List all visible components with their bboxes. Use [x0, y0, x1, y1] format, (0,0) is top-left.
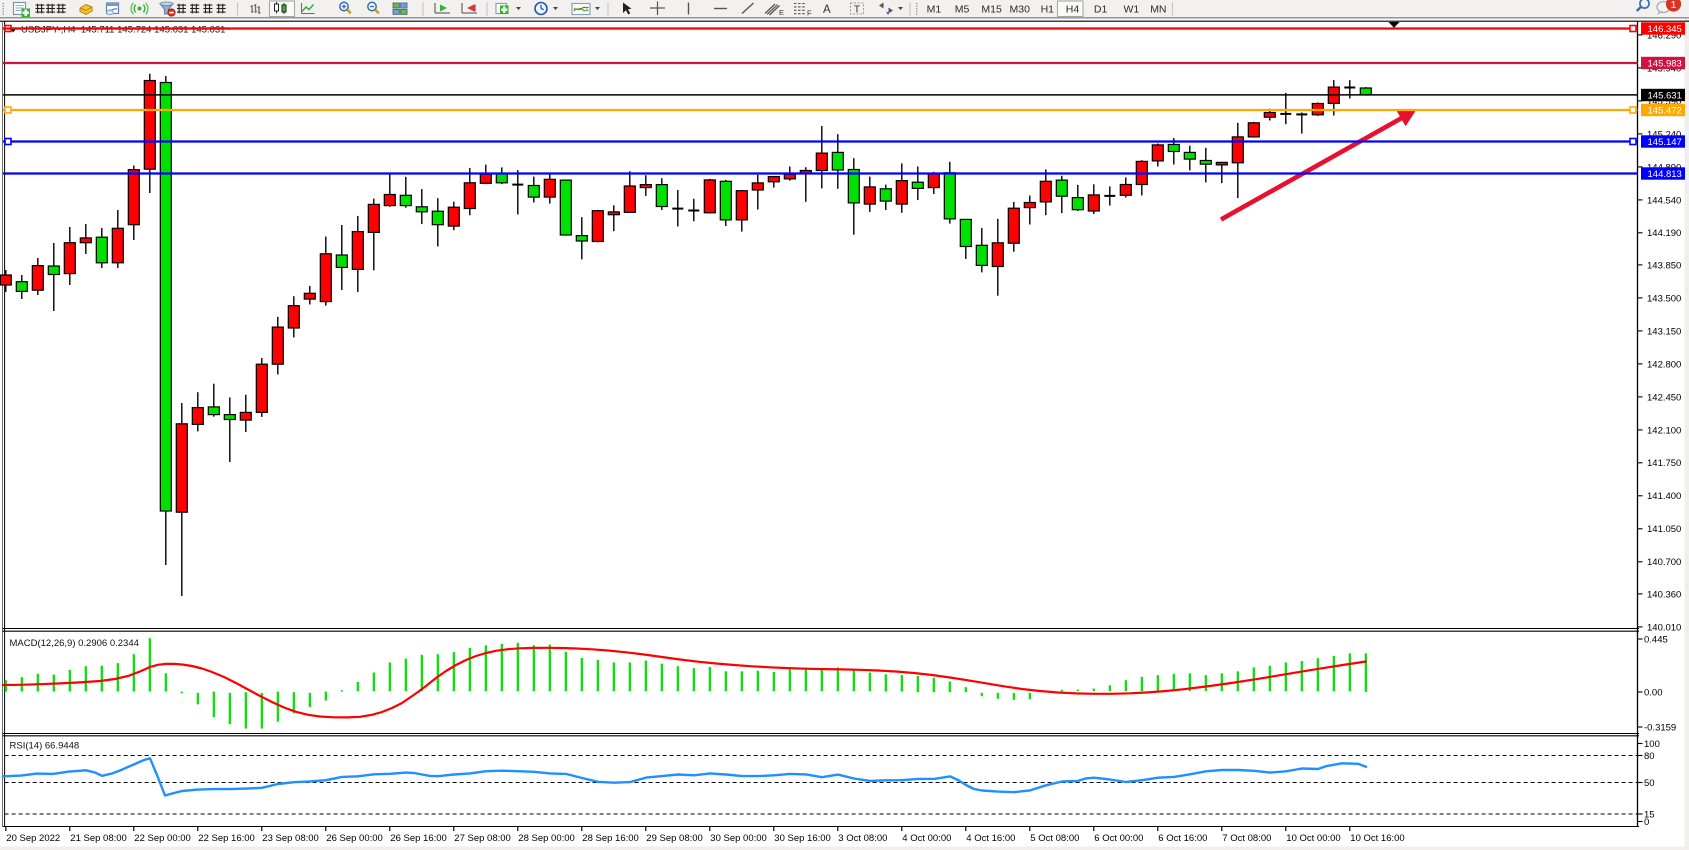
svg-text:144.813: 144.813 [1648, 169, 1682, 180]
svg-text:27 Sep 08:00: 27 Sep 08:00 [454, 833, 511, 844]
svg-text:6 Oct 16:00: 6 Oct 16:00 [1158, 833, 1207, 844]
svg-text:MN: MN [1150, 3, 1166, 15]
svg-text:144.190: 144.190 [1647, 228, 1681, 239]
svg-text:T: T [854, 4, 861, 16]
svg-text:145.631: 145.631 [1648, 91, 1682, 102]
svg-text:28 Sep 00:00: 28 Sep 00:00 [518, 833, 575, 844]
svg-text:22 Sep 16:00: 22 Sep 16:00 [198, 833, 255, 844]
svg-text:144.540: 144.540 [1647, 195, 1681, 206]
svg-text:141.050: 141.050 [1647, 524, 1681, 535]
svg-text:M5: M5 [955, 3, 970, 15]
svg-text:100: 100 [1644, 739, 1660, 750]
svg-text:RSI(14) 66.9448: RSI(14) 66.9448 [10, 741, 80, 752]
svg-text:MACD(12,26,9) 0.2906 0.2344: MACD(12,26,9) 0.2906 0.2344 [10, 638, 139, 649]
svg-text:50: 50 [1644, 778, 1655, 789]
svg-text:143.500: 143.500 [1647, 293, 1681, 304]
svg-text:146.290: 146.290 [1647, 30, 1681, 41]
svg-text:E: E [779, 8, 784, 17]
svg-text:142.100: 142.100 [1647, 425, 1681, 436]
svg-text:0: 0 [1644, 817, 1649, 828]
svg-text:1: 1 [1671, 0, 1677, 11]
svg-text:H4: H4 [1066, 3, 1080, 15]
svg-text:30 Sep 16:00: 30 Sep 16:00 [774, 833, 831, 844]
svg-text:145.983: 145.983 [1648, 59, 1682, 70]
svg-text:143.150: 143.150 [1647, 326, 1681, 337]
svg-text:-0.3159: -0.3159 [1644, 722, 1676, 733]
svg-text:10 Oct 00:00: 10 Oct 00:00 [1286, 833, 1340, 844]
svg-text:W1: W1 [1124, 3, 1140, 15]
svg-text:143.850: 143.850 [1647, 260, 1681, 271]
svg-text:F: F [807, 9, 812, 18]
svg-text:26 Sep 16:00: 26 Sep 16:00 [390, 833, 447, 844]
svg-text:140.010: 140.010 [1647, 622, 1681, 633]
svg-text:28 Sep 16:00: 28 Sep 16:00 [582, 833, 639, 844]
svg-text:142.450: 142.450 [1647, 392, 1681, 403]
svg-text:3 Oct 08:00: 3 Oct 08:00 [838, 833, 887, 844]
svg-text:22 Sep 00:00: 22 Sep 00:00 [134, 833, 191, 844]
svg-text:7 Oct 08:00: 7 Oct 08:00 [1222, 833, 1271, 844]
svg-text:4 Oct 16:00: 4 Oct 16:00 [966, 833, 1015, 844]
svg-text:141.750: 141.750 [1647, 458, 1681, 469]
svg-text:142.800: 142.800 [1647, 359, 1681, 370]
svg-text:23 Sep 08:00: 23 Sep 08:00 [262, 833, 319, 844]
svg-text:M30: M30 [1010, 3, 1031, 15]
svg-text:4 Oct 00:00: 4 Oct 00:00 [902, 833, 951, 844]
svg-text:0.445: 0.445 [1644, 634, 1668, 645]
svg-text:145.240: 145.240 [1647, 129, 1681, 140]
svg-text:145.147: 145.147 [1648, 137, 1682, 148]
svg-text:M1: M1 [927, 3, 942, 15]
svg-text:29 Sep 08:00: 29 Sep 08:00 [646, 833, 703, 844]
svg-text:140.700: 140.700 [1647, 557, 1681, 568]
svg-text:5 Oct 08:00: 5 Oct 08:00 [1030, 833, 1079, 844]
svg-text:21 Sep 08:00: 21 Sep 08:00 [70, 833, 127, 844]
svg-text:0.00: 0.00 [1644, 687, 1663, 698]
svg-text:80: 80 [1644, 751, 1655, 762]
svg-text:A: A [823, 4, 831, 16]
svg-text:H1: H1 [1041, 3, 1055, 15]
svg-text:26 Sep 00:00: 26 Sep 00:00 [326, 833, 383, 844]
svg-text:145.472: 145.472 [1648, 106, 1682, 117]
svg-text:145.590: 145.590 [1647, 96, 1681, 107]
svg-text:M15: M15 [981, 3, 1002, 15]
svg-text:20 Sep 2022: 20 Sep 2022 [6, 833, 60, 844]
svg-text:6 Oct 00:00: 6 Oct 00:00 [1094, 833, 1143, 844]
svg-text:10 Oct 16:00: 10 Oct 16:00 [1350, 833, 1404, 844]
svg-text:D1: D1 [1094, 3, 1108, 15]
svg-text:15: 15 [1644, 809, 1655, 820]
svg-text:146.345: 146.345 [1648, 24, 1682, 35]
svg-text:140.360: 140.360 [1647, 589, 1681, 600]
svg-text:USDJPY-,H4 145.711 145.724 14: USDJPY-,H4 145.711 145.724 145.631 145.6… [21, 25, 225, 36]
svg-text:141.400: 141.400 [1647, 491, 1681, 502]
svg-text:30 Sep 00:00: 30 Sep 00:00 [710, 833, 767, 844]
